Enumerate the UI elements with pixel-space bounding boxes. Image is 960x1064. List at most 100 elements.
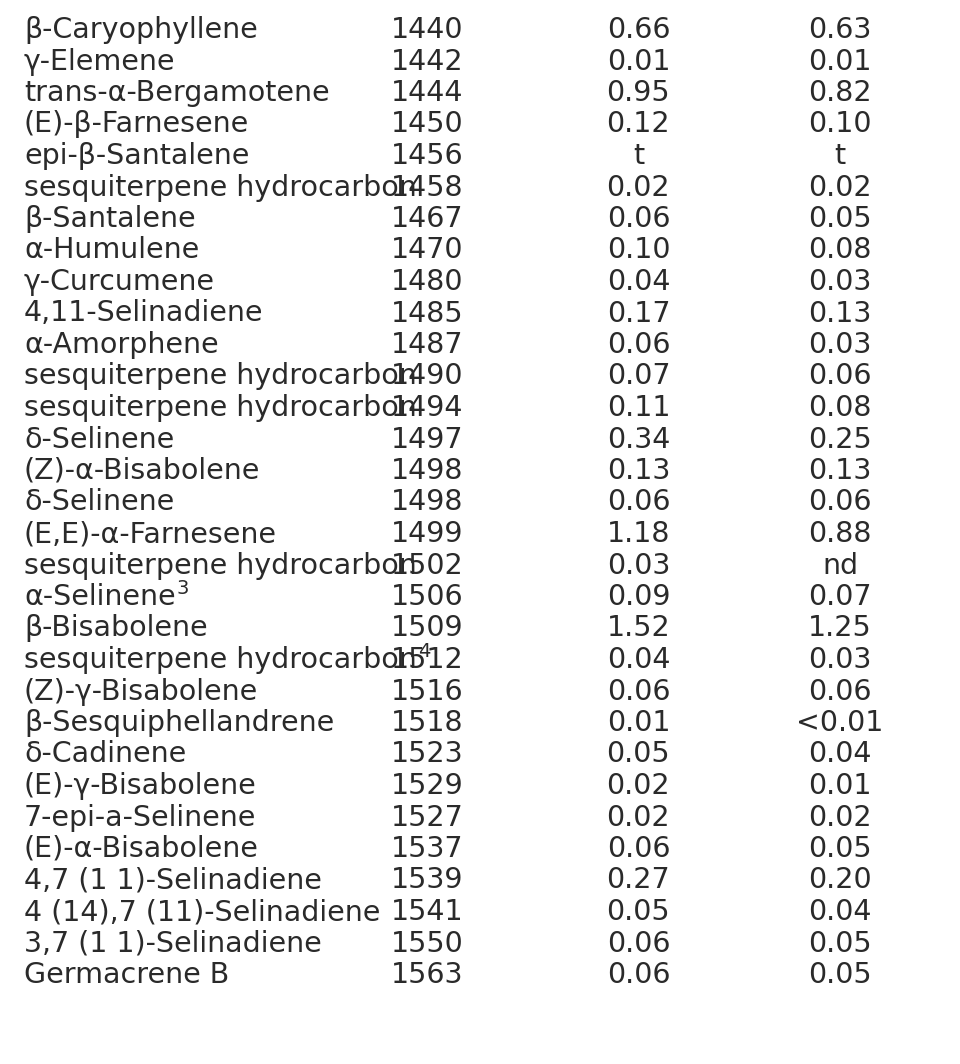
Text: 0.17: 0.17 [607, 299, 670, 328]
Text: 0.02: 0.02 [607, 803, 670, 831]
Text: 0.04: 0.04 [808, 741, 872, 768]
Text: 0.06: 0.06 [607, 205, 670, 233]
Text: 1456: 1456 [391, 142, 464, 170]
Text: t: t [633, 142, 644, 170]
Text: α-Selinene: α-Selinene [24, 583, 176, 611]
Text: 4,11-Selinadiene: 4,11-Selinadiene [24, 299, 263, 328]
Text: 0.01: 0.01 [607, 48, 670, 76]
Text: 1442: 1442 [391, 48, 464, 76]
Text: 0.03: 0.03 [808, 331, 872, 359]
Text: 1498: 1498 [391, 458, 464, 485]
Text: β-Bisabolene: β-Bisabolene [24, 615, 207, 643]
Text: β-Sesquiphellandrene: β-Sesquiphellandrene [24, 709, 334, 737]
Text: sesquiterpene hydrocarbon: sesquiterpene hydrocarbon [24, 394, 417, 422]
Text: 1480: 1480 [391, 268, 464, 296]
Text: 1563: 1563 [391, 961, 464, 990]
Text: 3,7 (1 1)-Selinadiene: 3,7 (1 1)-Selinadiene [24, 930, 322, 958]
Text: 1467: 1467 [391, 205, 464, 233]
Text: α-Humulene: α-Humulene [24, 236, 200, 265]
Text: (Z)-γ-Bisabolene: (Z)-γ-Bisabolene [24, 678, 258, 705]
Text: 1.52: 1.52 [607, 615, 670, 643]
Text: (E)-α-Bisabolene: (E)-α-Bisabolene [24, 835, 259, 863]
Text: δ-Selinene: δ-Selinene [24, 426, 175, 453]
Text: 0.02: 0.02 [607, 772, 670, 800]
Text: 7-epi-a-Selinene: 7-epi-a-Selinene [24, 803, 256, 831]
Text: 0.05: 0.05 [808, 930, 872, 958]
Text: 0.10: 0.10 [607, 236, 670, 265]
Text: 0.05: 0.05 [808, 835, 872, 863]
Text: sesquiterpene hydrocarbon: sesquiterpene hydrocarbon [24, 173, 417, 201]
Text: 3: 3 [177, 579, 189, 598]
Text: 1440: 1440 [391, 16, 464, 44]
Text: 1.25: 1.25 [808, 615, 872, 643]
Text: (Z)-α-Bisabolene: (Z)-α-Bisabolene [24, 458, 260, 485]
Text: t: t [834, 142, 846, 170]
Text: 1550: 1550 [391, 930, 464, 958]
Text: β-Caryophyllene: β-Caryophyllene [24, 16, 257, 44]
Text: (E)-γ-Bisabolene: (E)-γ-Bisabolene [24, 772, 256, 800]
Text: 1494: 1494 [391, 394, 464, 422]
Text: 1485: 1485 [391, 299, 464, 328]
Text: 0.03: 0.03 [607, 551, 670, 580]
Text: 1.18: 1.18 [607, 520, 670, 548]
Text: 1527: 1527 [391, 803, 464, 831]
Text: 4,7 (1 1)-Selinadiene: 4,7 (1 1)-Selinadiene [24, 866, 322, 895]
Text: 0.06: 0.06 [808, 488, 872, 516]
Text: <0.01: <0.01 [796, 709, 884, 737]
Text: 0.03: 0.03 [808, 268, 872, 296]
Text: 0.25: 0.25 [808, 426, 872, 453]
Text: 1506: 1506 [391, 583, 464, 611]
Text: 0.66: 0.66 [607, 16, 670, 44]
Text: 0.06: 0.06 [607, 678, 670, 705]
Text: 1444: 1444 [391, 79, 464, 107]
Text: γ-Curcumene: γ-Curcumene [24, 268, 215, 296]
Text: sesquiterpene hydrocarbon: sesquiterpene hydrocarbon [24, 551, 417, 580]
Text: 1539: 1539 [391, 866, 464, 895]
Text: 0.88: 0.88 [808, 520, 872, 548]
Text: 0.05: 0.05 [808, 205, 872, 233]
Text: 0.06: 0.06 [607, 961, 670, 990]
Text: 1541: 1541 [391, 898, 464, 926]
Text: 0.03: 0.03 [808, 646, 872, 674]
Text: 0.01: 0.01 [607, 709, 670, 737]
Text: 0.11: 0.11 [607, 394, 670, 422]
Text: 0.04: 0.04 [607, 646, 670, 674]
Text: 1512: 1512 [391, 646, 464, 674]
Text: 0.08: 0.08 [808, 236, 872, 265]
Text: γ-Elemene: γ-Elemene [24, 48, 176, 76]
Text: 0.09: 0.09 [607, 583, 670, 611]
Text: 0.04: 0.04 [808, 898, 872, 926]
Text: 0.05: 0.05 [607, 898, 670, 926]
Text: 1490: 1490 [391, 363, 464, 390]
Text: 0.08: 0.08 [808, 394, 872, 422]
Text: 0.06: 0.06 [607, 488, 670, 516]
Text: 0.06: 0.06 [607, 331, 670, 359]
Text: trans-α-Bergamotene: trans-α-Bergamotene [24, 79, 329, 107]
Text: 0.02: 0.02 [607, 173, 670, 201]
Text: 0.06: 0.06 [808, 678, 872, 705]
Text: 0.07: 0.07 [607, 363, 670, 390]
Text: (E)-β-Farnesene: (E)-β-Farnesene [24, 111, 250, 138]
Text: 1516: 1516 [391, 678, 464, 705]
Text: 0.12: 0.12 [607, 111, 670, 138]
Text: 0.07: 0.07 [808, 583, 872, 611]
Text: Germacrene B: Germacrene B [24, 961, 229, 990]
Text: 1509: 1509 [391, 615, 464, 643]
Text: 1499: 1499 [391, 520, 464, 548]
Text: sesquiterpene hydrocarbon: sesquiterpene hydrocarbon [24, 646, 417, 674]
Text: 0.13: 0.13 [808, 299, 872, 328]
Text: 0.34: 0.34 [607, 426, 670, 453]
Text: 1518: 1518 [391, 709, 464, 737]
Text: β-Santalene: β-Santalene [24, 205, 196, 233]
Text: 1529: 1529 [391, 772, 464, 800]
Text: 0.13: 0.13 [808, 458, 872, 485]
Text: 4 (14),7 (11)-Selinadiene: 4 (14),7 (11)-Selinadiene [24, 898, 380, 926]
Text: 1470: 1470 [391, 236, 464, 265]
Text: sesquiterpene hydrocarbon: sesquiterpene hydrocarbon [24, 363, 417, 390]
Text: 0.04: 0.04 [607, 268, 670, 296]
Text: 1497: 1497 [391, 426, 464, 453]
Text: 1458: 1458 [391, 173, 464, 201]
Text: (E,E)-α-Farnesene: (E,E)-α-Farnesene [24, 520, 277, 548]
Text: 1502: 1502 [391, 551, 464, 580]
Text: α-Amorphene: α-Amorphene [24, 331, 219, 359]
